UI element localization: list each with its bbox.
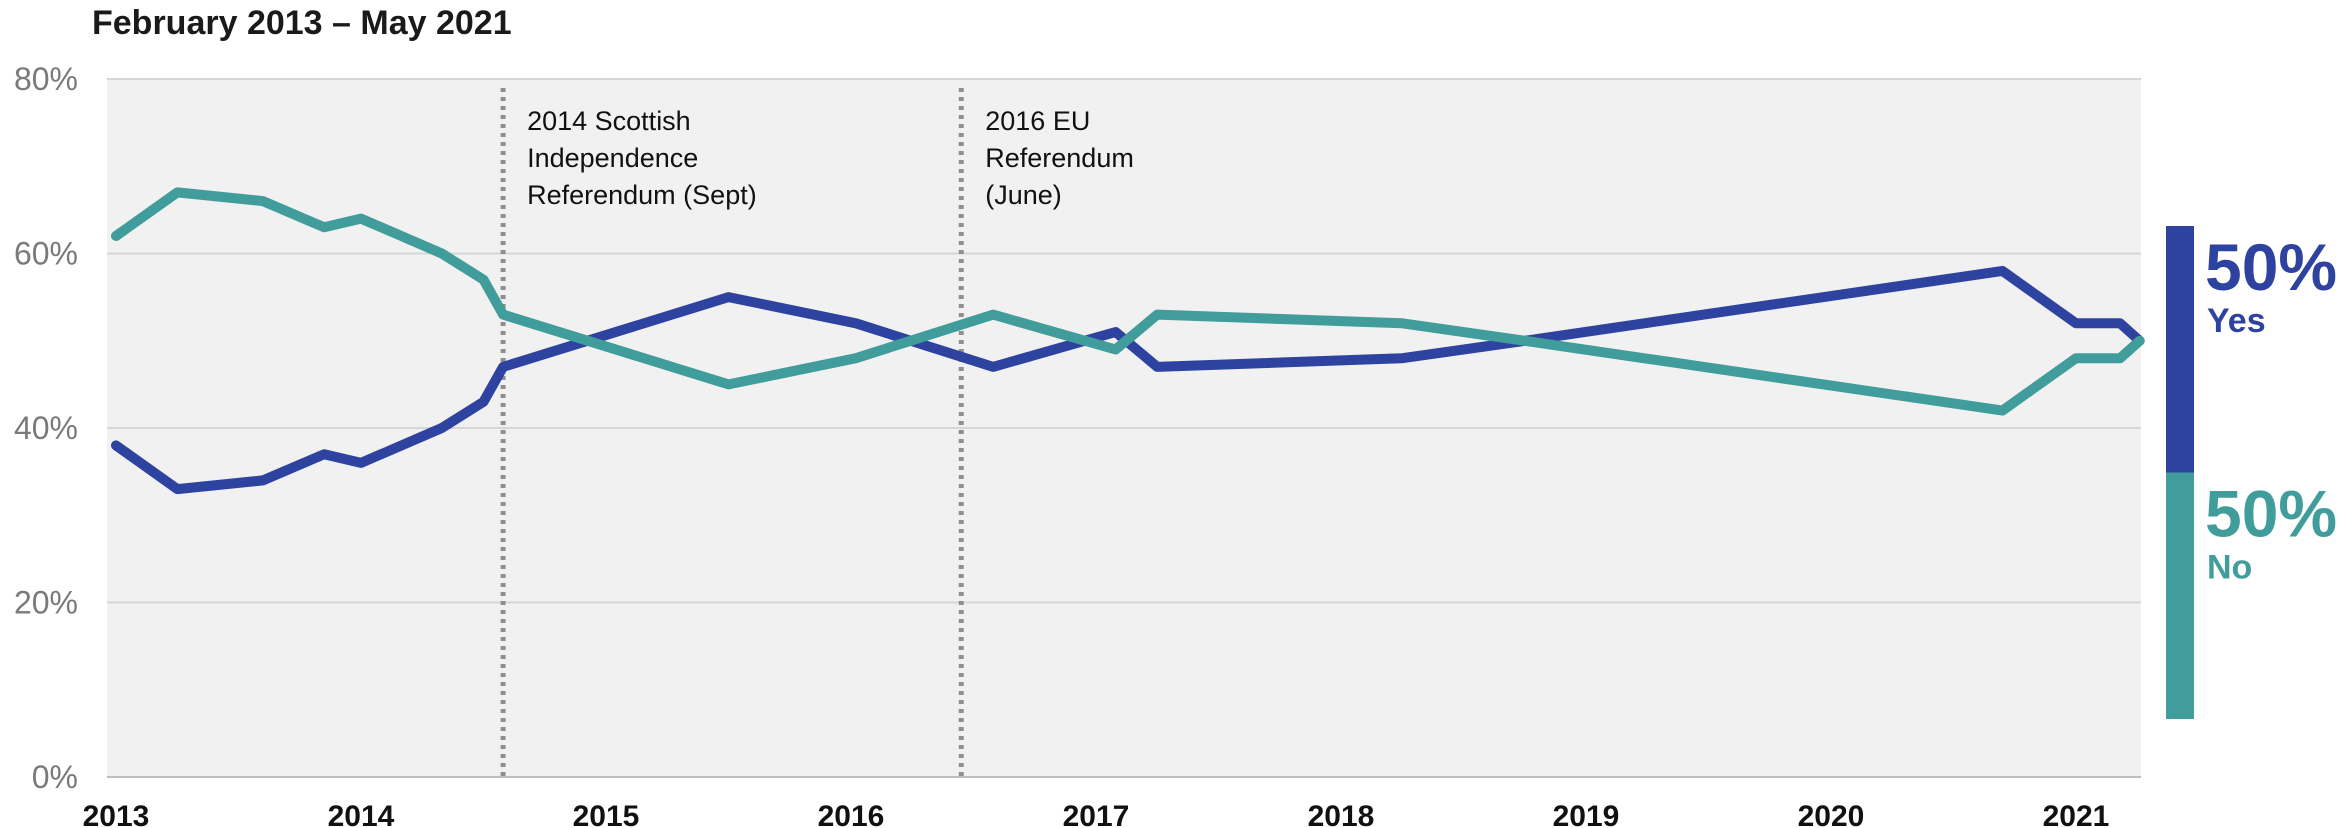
y-axis: 0% 20% 40% 60% 80% — [14, 61, 78, 795]
series-line-yes — [111, 265, 2145, 495]
x-tick-label: 2021 — [2043, 800, 2110, 828]
series-name-no: No — [2207, 549, 2252, 587]
x-tick-label: 2013 — [83, 800, 150, 828]
series-lines — [111, 187, 2145, 495]
series-name-yes: Yes — [2207, 302, 2266, 340]
end-value-no: 50% — [2205, 477, 2337, 551]
x-tick-label: 2017 — [1063, 800, 1130, 828]
annotation-label: (June) — [985, 180, 1062, 210]
legend-bar-yes — [2166, 226, 2194, 473]
annotation-label: Independence — [527, 143, 698, 173]
y-tick-label: 80% — [14, 61, 78, 97]
annotation-label: Referendum — [985, 143, 1134, 173]
y-tick-label: 40% — [14, 410, 78, 446]
annotation-label: 2016 EU — [985, 106, 1090, 136]
x-tick-label: 2018 — [1308, 800, 1375, 828]
y-tick-label: 20% — [14, 585, 78, 621]
y-tick-label: 0% — [32, 759, 78, 795]
x-tick-label: 2019 — [1553, 800, 1620, 828]
chart-title: February 2013 – May 2021 — [92, 4, 512, 42]
x-tick-label: 2015 — [573, 800, 640, 828]
legend-bar-no — [2166, 472, 2194, 719]
annotation-label: 2014 Scottish — [527, 106, 691, 136]
x-axis: 2013 2014 2015 2016 2017 2018 2019 2020 2021 — [83, 800, 2110, 828]
x-tick-label: 2016 — [818, 800, 885, 828]
annotation-label: Referendum (Sept) — [527, 180, 757, 210]
x-tick-label: 2020 — [1798, 800, 1865, 828]
end-value-yes: 50% — [2205, 230, 2337, 304]
series-line-no — [111, 187, 2145, 416]
y-tick-label: 60% — [14, 236, 78, 272]
x-tick-label: 2014 — [328, 800, 395, 828]
annotations: 2014 Scottish Independence Referendum (Sep… — [500, 88, 1134, 777]
